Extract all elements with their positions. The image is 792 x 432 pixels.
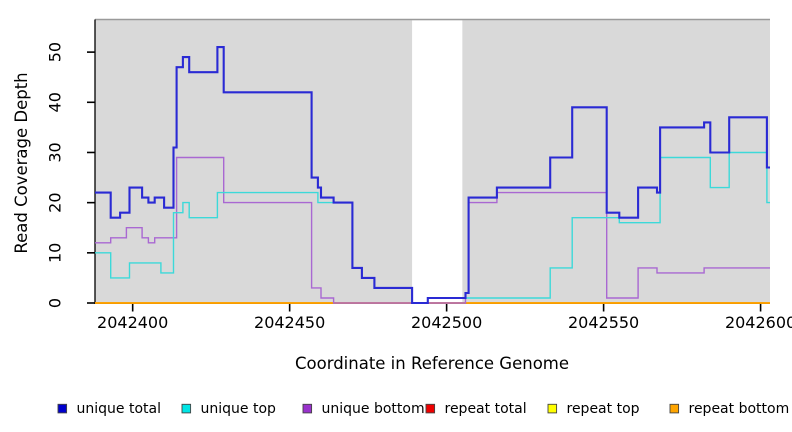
- y-tick-label: 30: [46, 142, 65, 162]
- legend-swatch-repeat-bottom: [669, 403, 680, 414]
- y-tick-label: 0: [46, 298, 65, 308]
- legend-label-repeat-top: repeat top: [567, 401, 640, 417]
- series-lines-layer: [95, 46, 770, 305]
- legend-swatch-repeat-top: [547, 403, 558, 414]
- legend-label-unique-bottom: unique bottom: [322, 401, 425, 417]
- legend-label-unique-total: unique total: [77, 401, 161, 417]
- legend-swatch-unique-total: [57, 403, 68, 414]
- x-tick-label: 2042450: [254, 313, 325, 332]
- plot-background-layer: [94, 18, 770, 304]
- y-tick-label: 10: [46, 243, 65, 263]
- x-axis-title: Coordinate in Reference Genome: [295, 354, 569, 373]
- legend: unique total unique top unique bottom repea…: [57, 401, 790, 417]
- x-tick-label: 2042400: [97, 313, 168, 332]
- y-axis-title: Read Coverage Depth: [12, 72, 31, 253]
- y-tick-label: 50: [46, 42, 65, 62]
- x-tick-label: 2042500: [411, 313, 482, 332]
- x-tick-label: 2042600: [725, 313, 792, 332]
- y-tick-label: 20: [46, 192, 65, 212]
- series-line-unique-bottom: [95, 156, 770, 304]
- x-tick-label: 2042550: [568, 313, 639, 332]
- legend-swatch-repeat-total: [425, 403, 436, 414]
- legend-label-repeat-bottom: repeat bottom: [689, 401, 790, 417]
- y-tick-label: 40: [46, 92, 65, 112]
- legend-label-repeat-total: repeat total: [445, 401, 527, 417]
- series-line-unique-total: [95, 46, 770, 305]
- legend-label-unique-top: unique top: [201, 401, 277, 417]
- axes-layer: 0 10 20 30 40 50 2042400 2042450 2042500 2042550 2…: [46, 42, 792, 332]
- legend-swatch-unique-bottom: [302, 403, 313, 414]
- legend-swatch-unique-top: [181, 403, 192, 414]
- coverage-gap-band: [412, 20, 463, 303]
